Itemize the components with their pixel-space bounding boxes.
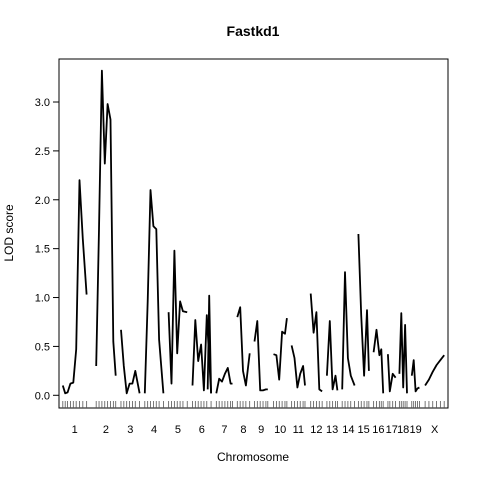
x-tick-label: 14 (342, 424, 354, 436)
y-axis: 0.0 0.5 1.0 1.5 2.0 2.5 3.0 (35, 97, 59, 402)
x-tick-label: 8 (240, 424, 246, 436)
x-tick-label: 15 (357, 424, 369, 436)
chart-title: Fastkd1 (227, 23, 280, 39)
lod-curve-chr-15 (357, 233, 370, 377)
x-tick-label: 5 (175, 424, 181, 436)
x-tick-label: 19 (409, 424, 421, 436)
lod-curve-chr-18 (398, 312, 408, 394)
y-axis-label: LOD score (2, 204, 16, 262)
lod-curve-chr-8 (236, 306, 251, 387)
y-tick-label: 0.0 (35, 390, 50, 402)
lod-curve-chr-6 (191, 314, 212, 394)
y-tick-label: 0.5 (35, 341, 50, 353)
plot-frame (58, 58, 449, 409)
marker-rug (62, 401, 445, 408)
lod-curve-chr-16 (372, 328, 385, 394)
x-tick-label: 1 (72, 424, 78, 436)
x-tick-label: 12 (310, 424, 322, 436)
lod-curve-chr-1 (61, 179, 88, 395)
x-tick-label: 3 (127, 424, 133, 436)
lod-curve-chr-10 (273, 317, 288, 381)
y-tick-label: 3.0 (35, 97, 50, 109)
x-tick-label: X (431, 424, 439, 436)
lod-curve-chr-2 (95, 69, 117, 376)
lod-curve-chr-5 (167, 249, 188, 385)
x-tick-label: 9 (258, 424, 264, 436)
lod-curve-chr-3 (120, 329, 141, 395)
y-tick-label: 1.5 (35, 244, 50, 256)
x-tick-label: 18 (397, 424, 409, 436)
x-tick-label: 11 (293, 424, 304, 436)
x-tick-label: 10 (274, 424, 286, 436)
lod-curve-chr-X (424, 354, 445, 386)
lod-curve-chr-13 (326, 320, 339, 391)
x-tick-label: 6 (199, 424, 205, 436)
x-tick-label: 16 (372, 424, 384, 436)
y-tick-label: 2.5 (35, 146, 50, 158)
y-tick-label: 2.0 (35, 195, 50, 207)
lod-curve-chr-4 (143, 189, 165, 394)
x-tick-label: 2 (103, 424, 109, 436)
y-tick-label: 1.0 (35, 293, 50, 305)
lod-curve-chr-7 (215, 366, 233, 394)
lod-curve-chr-9 (253, 320, 268, 392)
lod-curve-chr-14 (341, 271, 356, 390)
lod-curve-chr-19 (410, 359, 420, 393)
x-tick-label: 7 (221, 424, 227, 436)
x-tick-label: 13 (326, 424, 338, 436)
x-axis: 1 2 3 4 5 6 7 8 9 10 11 12 13 14 15 16 17 18 19 X (72, 424, 439, 436)
lod-curve-chr-17 (387, 354, 397, 393)
lod-curve-chr-11 (290, 345, 306, 389)
lod-curve-chr-6b (206, 294, 212, 394)
x-axis-label: Chromosome (217, 450, 289, 464)
lod-lines (61, 69, 445, 395)
x-tick-label: 17 (386, 424, 398, 436)
x-tick-label: 4 (151, 424, 157, 436)
lod-curve-chr-12 (309, 293, 323, 393)
